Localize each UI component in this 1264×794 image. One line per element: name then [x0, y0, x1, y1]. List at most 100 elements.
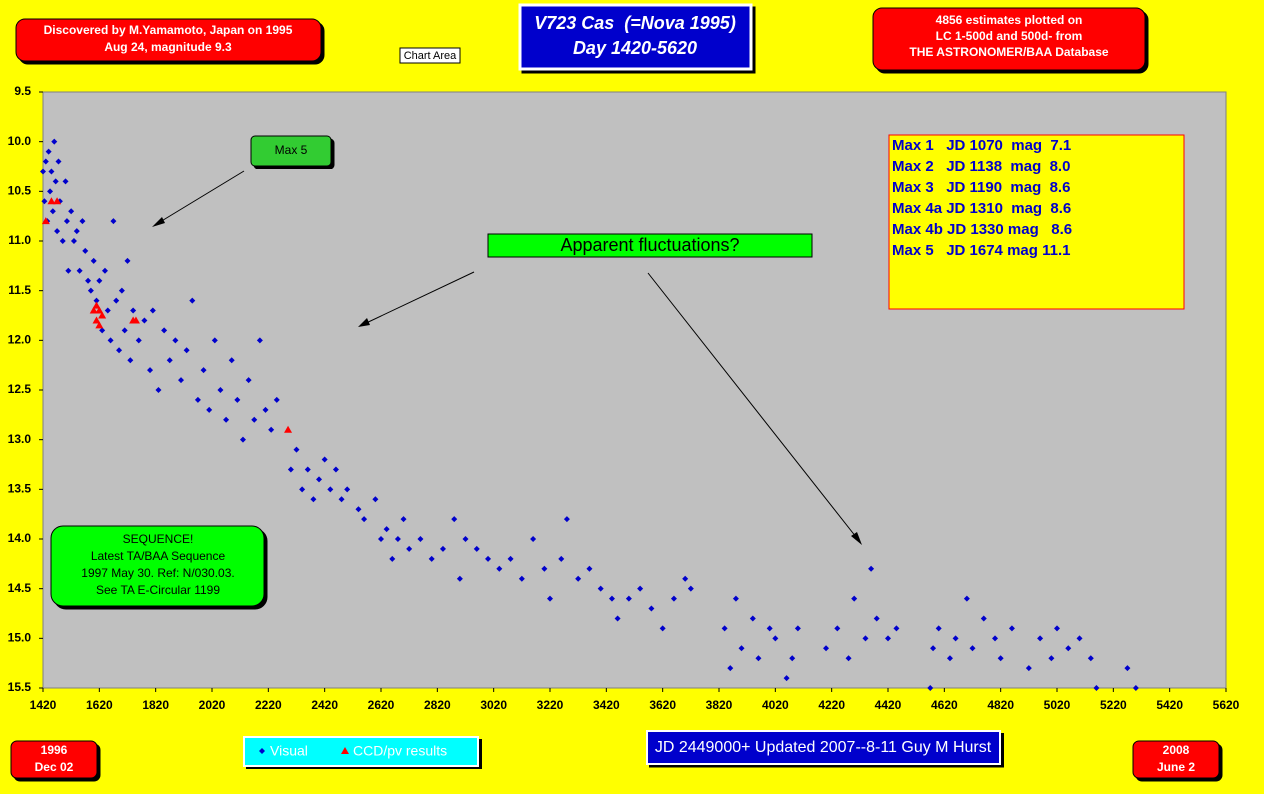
diamond-point — [304, 466, 311, 473]
diamond-point — [518, 575, 525, 582]
diamond-point — [332, 466, 339, 473]
diamond-point — [378, 536, 384, 542]
sequence-line: See TA E-Circular 1199 — [96, 583, 220, 597]
diamond-point — [946, 655, 953, 662]
diamond-point — [868, 565, 875, 572]
diamond-point — [1087, 655, 1094, 662]
diamond-point — [42, 158, 49, 165]
x-tick-label: 5220 — [1100, 698, 1127, 712]
diamond-point — [406, 545, 413, 552]
diamond-point — [428, 555, 435, 562]
diamond-point — [997, 655, 1004, 662]
diamond-point — [293, 446, 300, 453]
diamond-point — [121, 327, 128, 334]
diamond-point — [586, 565, 593, 572]
diamond-point — [485, 555, 492, 562]
max5-box — [250, 135, 332, 167]
diamond-point — [55, 158, 62, 165]
diamond-point — [189, 297, 196, 304]
diamond-point — [614, 615, 621, 622]
chart-area-label: Chart Area — [404, 50, 457, 62]
start-date-box — [10, 740, 98, 779]
diamond-point — [547, 595, 553, 602]
diamond-point — [749, 615, 756, 622]
diamond-point — [338, 496, 345, 503]
maxima-line: Max 4a JD 1310 mag 8.6 — [892, 200, 1071, 217]
fluctuations-text: Apparent fluctuations? — [560, 235, 739, 255]
diamond-point — [99, 327, 106, 334]
diamond-point — [1076, 635, 1083, 642]
diamond-point — [200, 367, 207, 374]
diamond-point — [63, 218, 70, 225]
diamond-point — [721, 625, 728, 632]
diamond-point — [738, 645, 745, 652]
diamond-point — [101, 267, 108, 274]
diamond-point — [648, 605, 655, 612]
diamond-point — [1008, 625, 1015, 632]
maxima-line: Max 5 JD 1674 mag 11.1 — [892, 242, 1070, 259]
diamond-point — [1025, 665, 1032, 672]
y-tick-label: 12.5 — [8, 382, 32, 396]
max5-text: Max 5 — [275, 143, 308, 157]
diamond-point — [344, 486, 351, 493]
diamond-point — [783, 675, 790, 682]
y-tick-label: 10.5 — [8, 184, 32, 198]
sequence-line: 1997 May 30. Ref: N/030.03. — [81, 566, 234, 580]
x-tick-label: 2620 — [368, 698, 395, 712]
diamond-point — [1065, 645, 1072, 652]
triangle-point — [98, 311, 107, 319]
diamond-point — [262, 406, 269, 413]
y-tick-label: 14.0 — [8, 531, 32, 545]
arrowhead — [152, 217, 165, 227]
diamond-point — [687, 585, 694, 592]
chart-area-label-box — [399, 47, 461, 64]
diamond-point — [321, 456, 328, 463]
diamond-point — [456, 575, 463, 582]
x-tick-label: 3620 — [649, 698, 676, 712]
triangle-point — [92, 301, 101, 309]
diamond-point — [451, 516, 458, 523]
diamond-point — [389, 555, 396, 562]
diamond-point — [597, 585, 604, 592]
diamond-point — [952, 635, 959, 642]
x-tick-label: 2820 — [424, 698, 451, 712]
sequence-box — [50, 525, 265, 607]
x-tick-label: 5420 — [1156, 698, 1183, 712]
diamond-point — [273, 396, 280, 403]
diamond-point — [496, 565, 503, 572]
triangle-point — [53, 197, 62, 205]
diamond-point — [172, 337, 179, 344]
diamond-point — [794, 625, 801, 632]
x-tick-label: 3220 — [537, 698, 564, 712]
diamond-point — [394, 536, 401, 542]
end-date: 2008 — [1163, 743, 1190, 757]
diamond-point — [68, 208, 75, 215]
diamond-point — [851, 595, 858, 602]
diamond-point — [206, 406, 213, 413]
diamond-point — [682, 575, 689, 582]
diamond-point — [727, 665, 734, 672]
diamond-point — [116, 347, 123, 354]
diamond-point — [268, 426, 275, 433]
diamond-point — [1054, 625, 1060, 632]
x-tick-label: 4020 — [762, 698, 789, 712]
diamond-point — [211, 337, 218, 344]
x-tick-label: 2420 — [311, 698, 338, 712]
database-box — [872, 7, 1146, 71]
diamond-point — [47, 188, 54, 195]
diamond-point — [299, 486, 306, 493]
diamond-point — [96, 277, 103, 284]
diamond-point — [327, 486, 334, 493]
x-tick-label: 5620 — [1213, 698, 1240, 712]
y-tick-label: 10.0 — [8, 134, 32, 148]
diamond-point — [575, 575, 582, 582]
diamond-point — [90, 257, 97, 264]
diamond-point — [147, 367, 154, 374]
diamond-point — [82, 247, 89, 254]
diamond-point — [45, 148, 52, 155]
diamond-point — [845, 655, 852, 662]
maxima-line: Max 4b JD 1330 mag 8.6 — [892, 221, 1072, 238]
diamond-point — [935, 625, 942, 632]
diamond-point — [87, 287, 94, 294]
